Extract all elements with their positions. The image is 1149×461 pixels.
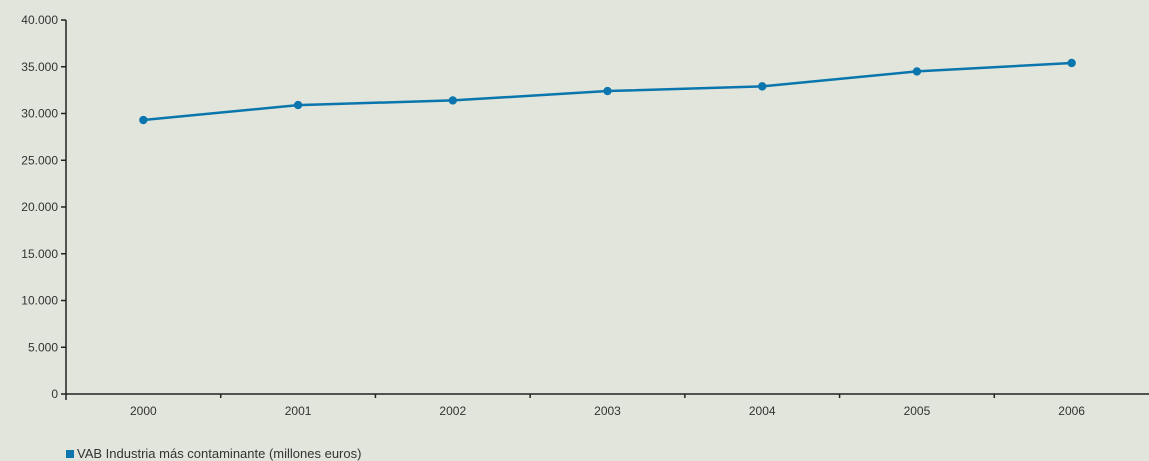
y-tick-label: 5.000 — [28, 340, 58, 354]
y-tick-label: 20.000 — [21, 200, 58, 214]
data-point — [1067, 58, 1076, 68]
x-tick-label: 2006 — [1058, 404, 1085, 418]
line-chart: 0 5.000 10.000 15.000 20.000 25.000 30.000 35.0… — [21, 13, 1149, 418]
y-tick-label: 40.000 — [21, 13, 58, 27]
y-tick-label: 25.000 — [21, 153, 58, 167]
y-tick-label: 0 — [51, 387, 58, 401]
series — [139, 58, 1076, 125]
axes — [65, 20, 1149, 400]
legend-swatch — [66, 449, 74, 458]
data-point — [293, 100, 303, 110]
x-tick-label: 2001 — [285, 404, 312, 418]
legend: VAB Industria más contaminante (millones… — [66, 446, 361, 461]
y-tick-label: 35.000 — [21, 60, 58, 74]
legend-label: VAB Industria más contaminante (millones… — [77, 446, 362, 461]
x-tick-label: 2000 — [130, 404, 157, 418]
y-tick-label: 30.000 — [21, 107, 58, 121]
x-tick-label: 2003 — [594, 404, 621, 418]
data-point — [448, 96, 457, 105]
data-point — [758, 82, 767, 91]
x-axis-ticks: 2000 2001 2002 2003 2004 2005 2006 — [130, 394, 1085, 418]
y-tick-label: 10.000 — [21, 294, 58, 308]
data-point — [139, 115, 148, 125]
x-tick-label: 2005 — [904, 404, 931, 418]
y-tick-label: 15.000 — [21, 247, 58, 261]
x-tick-label: 2004 — [749, 404, 776, 418]
data-point — [603, 86, 612, 96]
x-tick-label: 2002 — [439, 404, 466, 418]
data-point — [912, 67, 922, 76]
y-axis-ticks: 0 5.000 10.000 15.000 20.000 25.000 30.000 35.0… — [21, 13, 66, 401]
